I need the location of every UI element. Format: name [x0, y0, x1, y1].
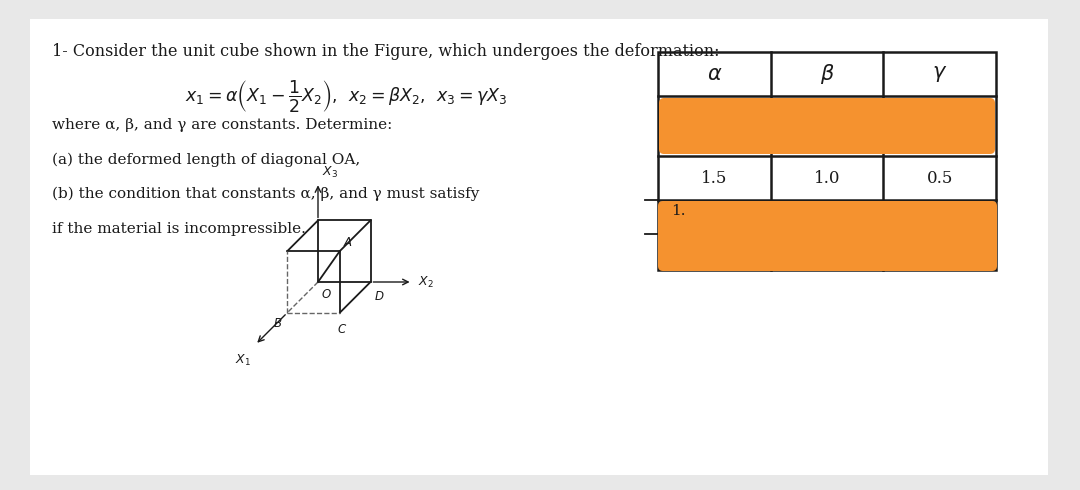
Text: (b) the condition that constants α, β, and γ must satisfy: (b) the condition that constants α, β, a…: [52, 187, 480, 201]
Text: (a) the deformed length of diagonal OA,: (a) the deformed length of diagonal OA,: [52, 152, 361, 167]
Text: B: B: [273, 317, 281, 330]
Text: $X_3$: $X_3$: [322, 165, 338, 180]
Bar: [658, 52, 996, 270]
FancyBboxPatch shape: [30, 19, 1048, 475]
Text: A: A: [343, 236, 352, 249]
Text: $\beta$: $\beta$: [820, 62, 835, 86]
FancyBboxPatch shape: [659, 98, 995, 154]
Text: $X_1$: $X_1$: [235, 353, 252, 368]
Text: 0.5: 0.5: [927, 170, 953, 187]
Text: 1.: 1.: [671, 204, 686, 218]
FancyBboxPatch shape: [658, 201, 997, 271]
Text: $X_2$: $X_2$: [418, 274, 434, 290]
Text: 1.5: 1.5: [701, 170, 728, 187]
Text: if the material is incompressible.: if the material is incompressible.: [52, 221, 306, 236]
Text: 1- Consider the unit cube shown in the Figure, which undergoes the deformation:: 1- Consider the unit cube shown in the F…: [52, 43, 719, 60]
Text: $\alpha$: $\alpha$: [706, 64, 723, 84]
Text: 1.0: 1.0: [813, 170, 840, 187]
Text: $x_1 = \alpha\left(X_1 - \dfrac{1}{2}X_2\right)$,  $x_2 = \beta X_2$,  $x_3 = \g: $x_1 = \alpha\left(X_1 - \dfrac{1}{2}X_2…: [185, 78, 507, 114]
Text: where α, β, and γ are constants. Determine:: where α, β, and γ are constants. Determi…: [52, 118, 392, 132]
Text: D: D: [375, 290, 383, 303]
Text: O: O: [322, 288, 332, 301]
Text: $\gamma$: $\gamma$: [932, 64, 947, 84]
Text: C: C: [338, 323, 346, 336]
